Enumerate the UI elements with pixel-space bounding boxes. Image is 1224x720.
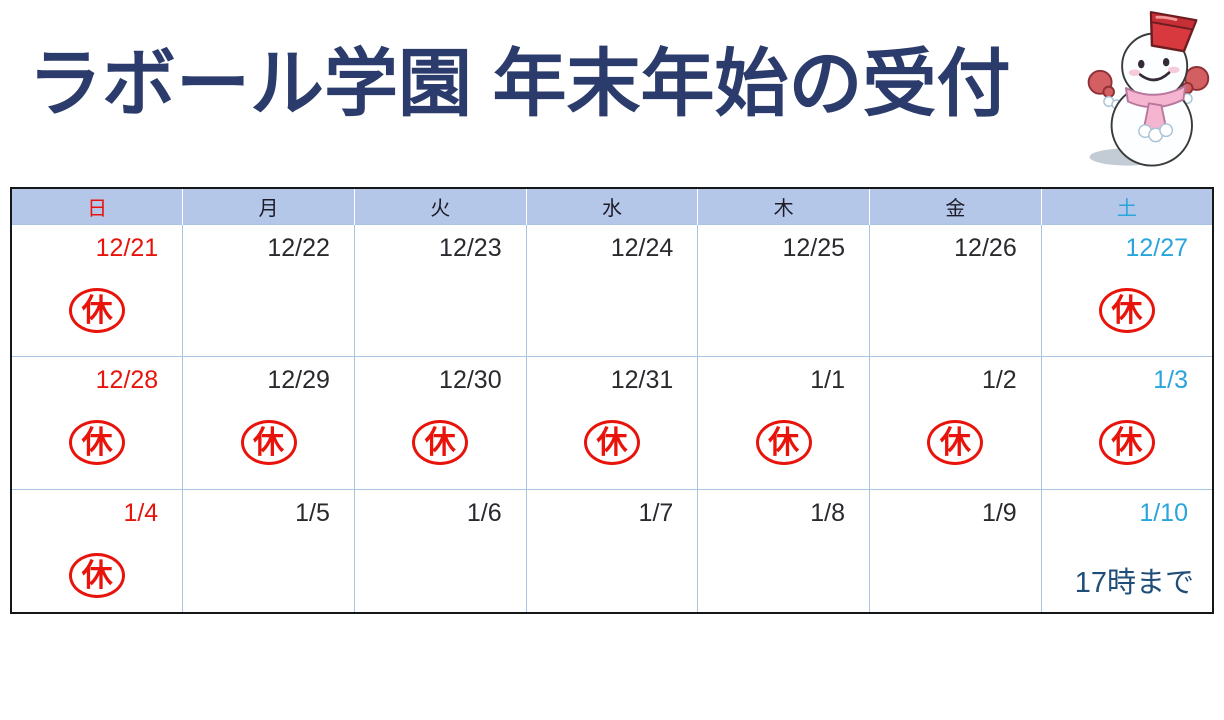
weekday-sat: 土 — [1040, 188, 1213, 224]
calendar-cell: 1/3 休 — [1040, 355, 1214, 490]
weekday-label: 木 — [773, 197, 794, 220]
left-mitten — [1087, 69, 1122, 110]
date-label: 1/2 — [981, 365, 1017, 394]
date-label: 12/28 — [95, 365, 159, 394]
calendar-week-row: 1/4 休 1/5 休 1/6 休 1/7 休 1/8 休 — [10, 488, 1214, 614]
weekday-fri: 金 — [869, 188, 1042, 224]
closed-stamp-icon: 休 — [69, 420, 126, 466]
calendar-cell: 12/26 休 — [869, 223, 1042, 357]
date-label: 12/29 — [267, 365, 330, 394]
weekday-wed: 水 — [525, 188, 698, 224]
calendar-cell: 1/10 休 17時まで — [1040, 488, 1214, 614]
closed-stamp-icon: 休 — [1098, 420, 1155, 466]
closed-stamp-icon: 休 — [69, 288, 126, 334]
calendar-cell: 12/31 休 — [525, 355, 699, 490]
date-label: 1/5 — [295, 498, 330, 527]
calendar-cell: 1/8 休 — [697, 488, 871, 614]
stamp-text: 休 — [768, 425, 800, 461]
bucket-hat — [1149, 11, 1198, 53]
calendar-cell: 1/2 休 — [869, 355, 1042, 490]
calendar-cell: 12/30 休 — [353, 355, 527, 490]
weekday-thu: 木 — [697, 188, 870, 224]
date-label: 1/1 — [810, 365, 846, 394]
calendar-cell: 1/7 休 — [525, 488, 699, 614]
calendar-week-row: 12/21 休 12/22 休 12/23 休 12/24 休 12/25 — [10, 223, 1214, 357]
calendar-cell: 1/5 休 — [182, 488, 355, 614]
stamp-text: 休 — [81, 293, 113, 329]
stamp-text: 休 — [1111, 293, 1143, 329]
calendar-cell: 12/29 休 — [182, 355, 355, 490]
page-title: ラボール学園 年末年始の受付 — [28, 42, 1011, 125]
closed-stamp-icon: 休 — [412, 420, 469, 466]
weekday-label: 日 — [87, 197, 108, 220]
date-label: 12/24 — [610, 233, 674, 262]
calendar-week-row: 12/28 休 12/29 休 12/30 休 12/31 休 1/1 休 — [10, 355, 1214, 490]
stamp-text: 休 — [939, 425, 971, 461]
closed-stamp-icon: 休 — [927, 420, 984, 466]
scarf — [1124, 85, 1187, 143]
stamp-text: 休 — [253, 425, 285, 461]
date-label: 12/31 — [610, 365, 674, 394]
calendar-cell: 1/1 休 — [697, 355, 871, 490]
weekday-label: 火 — [430, 197, 451, 220]
weekday-label: 水 — [601, 197, 622, 220]
date-label: 12/26 — [954, 233, 1017, 262]
weekday-header-row: 日 月 火 水 木 金 土 — [11, 188, 1213, 224]
weekday-mon: 月 — [182, 188, 355, 224]
date-label: 12/30 — [439, 365, 502, 394]
date-label: 12/25 — [782, 233, 846, 262]
stamp-text: 休 — [81, 558, 113, 594]
calendar-cell: 1/4 休 — [10, 488, 184, 614]
weekday-label: 金 — [945, 197, 966, 220]
stamp-text: 休 — [81, 425, 113, 461]
date-label: 1/9 — [981, 498, 1017, 527]
date-label: 12/21 — [95, 233, 159, 262]
stamp-text: 休 — [424, 425, 456, 461]
hours-note: 17時まで — [1074, 567, 1194, 600]
calendar-cell: 12/23 休 — [353, 223, 527, 357]
weekday-sun: 日 — [11, 188, 183, 224]
date-label: 1/7 — [638, 498, 674, 527]
weekday-label: 土 — [1116, 197, 1137, 220]
date-label: 1/6 — [466, 498, 502, 527]
stamp-text: 休 — [1111, 425, 1143, 461]
closed-stamp-icon: 休 — [240, 420, 297, 466]
calendar-cell: 12/25 休 — [697, 223, 871, 357]
date-label: 1/3 — [1153, 365, 1188, 394]
closed-stamp-icon: 休 — [583, 420, 640, 466]
date-label: 12/23 — [439, 233, 502, 262]
calendar-cell: 1/9 休 — [869, 488, 1042, 614]
weekday-label: 月 — [258, 197, 279, 220]
date-label: 1/10 — [1139, 498, 1188, 527]
snowman-icon — [1087, 11, 1210, 167]
calendar-cell: 1/6 休 — [353, 488, 527, 614]
date-label: 12/22 — [267, 233, 330, 262]
date-label: 1/8 — [810, 498, 846, 527]
reception-calendar-table: 日 月 火 水 木 金 土 12/21 休 12/22 休 12/ — [10, 187, 1214, 614]
calendar-cell: 12/24 休 — [525, 223, 699, 357]
closed-stamp-icon: 休 — [69, 553, 126, 599]
weekday-tue: 火 — [353, 188, 527, 224]
closed-stamp-icon: 休 — [1098, 288, 1155, 334]
calendar-cell: 12/22 休 — [182, 223, 355, 357]
snowman-face — [1128, 57, 1180, 82]
calendar-cell: 12/27 休 — [1040, 223, 1214, 357]
closed-stamp-icon: 休 — [755, 420, 812, 466]
calendar-cell: 12/28 休 — [10, 355, 184, 490]
calendar-cell: 12/21 休 — [10, 223, 184, 357]
stamp-text: 休 — [596, 425, 628, 461]
date-label: 1/4 — [123, 498, 159, 527]
date-label: 12/27 — [1125, 233, 1188, 262]
